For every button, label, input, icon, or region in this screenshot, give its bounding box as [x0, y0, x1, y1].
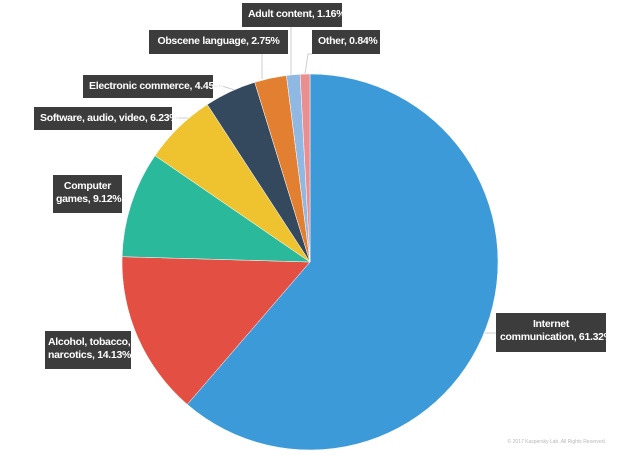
label-line: games, 9.12% [56, 193, 122, 205]
label-computer-games: Computer games, 9.12% [53, 175, 122, 213]
label-other: Other, 0.84% [312, 30, 380, 54]
pie-slices [121, 73, 499, 451]
copyright-footer: © 2017 Kaspersky Lab. All Rights Reserve… [507, 439, 606, 445]
pie-slice-internet-communication [186, 73, 499, 451]
pie-slice-other [299, 73, 311, 263]
label-line: Internet [532, 318, 570, 330]
label-adult-content: Adult content, 1.16% [242, 3, 346, 27]
label-line: communication, 61.32% [500, 331, 613, 343]
pie-slice-computer-games [121, 155, 311, 263]
leader-lines [171, 27, 496, 334]
label-internet-communication: Internet communication, 61.32% [496, 313, 613, 352]
label-line: Alcohol, tobacco, [48, 336, 131, 348]
pie-slice-alcohol-tobacco-narcotics [121, 256, 311, 405]
label-alcohol-tobacco-narcotics: Alcohol, tobacco, narcotics, 14.13% [45, 331, 131, 369]
label-obscene-language: Obscene language, 2.75% [149, 30, 288, 54]
label-software-audio-video: Software, audio, video, 6.23% [34, 107, 179, 130]
label-electronic-commerce: Electronic commerce, 4.45% [83, 75, 223, 98]
label-line: narcotics, 14.13% [48, 349, 132, 361]
label-line: Computer [63, 180, 112, 192]
